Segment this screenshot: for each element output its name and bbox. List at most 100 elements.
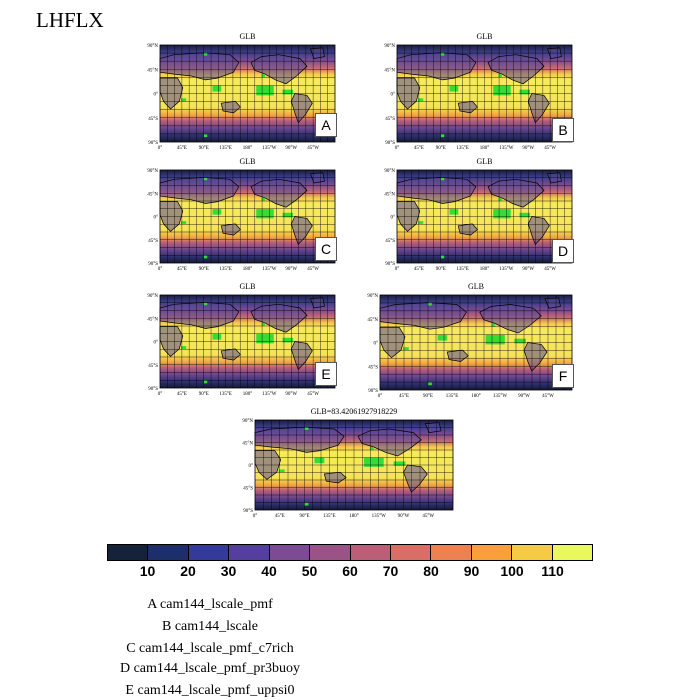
lat-tick-label: 90°S — [385, 262, 395, 267]
missing-data-patch — [203, 380, 208, 384]
missing-data-patch — [498, 197, 502, 201]
lon-tick-label: 135°E — [446, 394, 459, 399]
map-plot: 90°N45°N0°45°S90°S0° 45°E 90°E 135°E 180° 135… — [367, 294, 573, 399]
lon-tick-label: 0° — [395, 146, 400, 151]
lat-tick-label: 0° — [391, 93, 396, 98]
map-frame — [396, 44, 573, 143]
missing-data-patch — [212, 334, 222, 340]
missing-data-patch — [282, 337, 293, 343]
colorbar-tick-label: 40 — [261, 563, 277, 579]
map-panel-e: GLB 90°N 45°N 0° 45°S 90°S 0° 45°E 90°E 135°E 180… — [147, 282, 337, 397]
lon-tick-label: 135°E — [219, 267, 232, 272]
lon-tick-label: 45°E — [177, 267, 187, 272]
lon-tick-label: 90°W — [522, 267, 534, 272]
missing-data-patch — [491, 323, 496, 327]
colorbar-tick-label: 60 — [342, 563, 358, 579]
missing-data-patch — [440, 134, 445, 138]
lon-tick-label: 90°E — [436, 267, 446, 272]
panel-tag: B — [552, 118, 574, 142]
lon-tick-label: 135°E — [456, 267, 469, 272]
lon-tick-label: 90°E — [199, 267, 209, 272]
lon-tick-label: 135°W — [372, 514, 386, 519]
lon-tick-label: 135°E — [323, 514, 336, 519]
missing-data-patch — [261, 322, 265, 326]
continent-outline — [527, 216, 550, 246]
lon-tick-label: 45°W — [307, 267, 319, 272]
missing-data-patch — [181, 98, 187, 102]
missing-data-patch — [498, 74, 502, 78]
lon-tick-label: 45°W — [544, 146, 556, 151]
legend-line: C cam144_lscale_pmf_c7rich — [126, 641, 294, 656]
lon-tick-label: 135°W — [262, 267, 276, 272]
continent-outline — [290, 216, 313, 246]
lat-tick-label: 90°S — [243, 509, 253, 514]
missing-data-patch — [393, 461, 406, 466]
missing-data-patch — [278, 469, 285, 473]
missing-data-patch — [314, 457, 325, 464]
lat-tick-label: 45°N — [147, 317, 158, 322]
missing-data-patch — [493, 209, 511, 219]
map-plot: 90°N45°N0°45°S90°S0° 45°E 90°E 135°E 180° 135… — [384, 44, 573, 151]
missing-data-patch — [485, 334, 505, 345]
missing-data-patch — [418, 98, 424, 102]
lon-tick-label: 90°W — [285, 392, 297, 397]
continent-outline — [290, 93, 313, 124]
panel-title: GLB — [239, 32, 256, 41]
map-plot: 90°N45°N0°45°S90°S0° 45°E 90°E 135°E 180° 135… — [147, 294, 336, 397]
colorbar-swatch — [310, 545, 351, 560]
continent-outline — [290, 341, 313, 371]
lon-tick-label: 180° — [480, 267, 490, 272]
lon-tick-label: 90°W — [522, 146, 534, 151]
lon-tick-label: 135°W — [262, 146, 276, 151]
figure-title: LHFLX — [36, 8, 104, 32]
lon-tick-label: 45°E — [399, 394, 409, 399]
lon-tick-label: 180° — [243, 146, 253, 151]
missing-data-patch — [519, 89, 530, 95]
panel-title: GLB — [476, 157, 493, 166]
lon-tick-label: 0° — [158, 146, 163, 151]
missing-data-patch — [428, 382, 432, 386]
lon-tick-label: 0° — [378, 394, 383, 399]
missing-data-patch — [493, 85, 511, 96]
map-panel-c: GLB 90°N 45°N 0° 45°S 90°S 0° 45°E 90°E 135°E 180… — [147, 157, 337, 272]
lon-tick-label: 45°E — [275, 514, 285, 519]
lon-tick-label: 0° — [253, 514, 258, 519]
lon-tick-label: 45°E — [177, 146, 187, 151]
lat-tick-label: 0° — [374, 342, 379, 347]
lon-tick-label: 45°W — [307, 146, 319, 151]
map-frame — [159, 169, 336, 264]
missing-data-patch — [449, 209, 459, 215]
colorbar-swatch — [350, 545, 391, 560]
lat-tick-label: 45°S — [385, 117, 395, 122]
lat-tick-label: 0° — [249, 464, 254, 469]
colorbar-swatch — [431, 545, 472, 560]
map-plot: 90°N45°N0°45°S90°S0° 45°E 90°E 135°E 180° 135… — [242, 419, 454, 519]
lon-tick-label: 45°E — [414, 267, 424, 272]
panel-tag: A — [315, 113, 337, 137]
lat-tick-label: 45°N — [147, 192, 158, 197]
missing-data-patch — [282, 89, 293, 95]
colorbar-tick-label: 10 — [139, 563, 156, 579]
panel-title: GLB — [239, 282, 256, 291]
missing-data-patch — [261, 74, 265, 78]
lat-tick-label: 0° — [154, 93, 159, 98]
lon-tick-label: 180° — [349, 514, 359, 519]
missing-data-patch — [369, 447, 374, 450]
lon-tick-label: 90°E — [299, 514, 309, 519]
lon-tick-label: 45°W — [307, 392, 319, 397]
missing-data-patch — [440, 255, 445, 259]
lat-tick-label: 45°S — [148, 364, 158, 369]
lat-tick-label: 90°N — [147, 44, 158, 49]
map-panel-d: GLB 90°N 45°N 0° 45°S 90°S 0° 45°E 90°E 135°E 180… — [384, 157, 574, 272]
lon-tick-label: 0° — [395, 267, 400, 272]
lat-tick-label: 90°N — [367, 294, 378, 299]
lon-tick-label: 180° — [243, 392, 253, 397]
missing-data-patch — [440, 52, 445, 56]
colorbar-swatch — [552, 545, 593, 560]
colorbar-swatch — [471, 545, 513, 560]
lon-tick-label: 135°W — [499, 267, 513, 272]
panel-title: GLB — [476, 32, 493, 41]
lon-tick-label: 135°E — [219, 392, 232, 397]
lon-tick-label: 45°E — [177, 392, 187, 397]
missing-data-patch — [212, 209, 222, 215]
